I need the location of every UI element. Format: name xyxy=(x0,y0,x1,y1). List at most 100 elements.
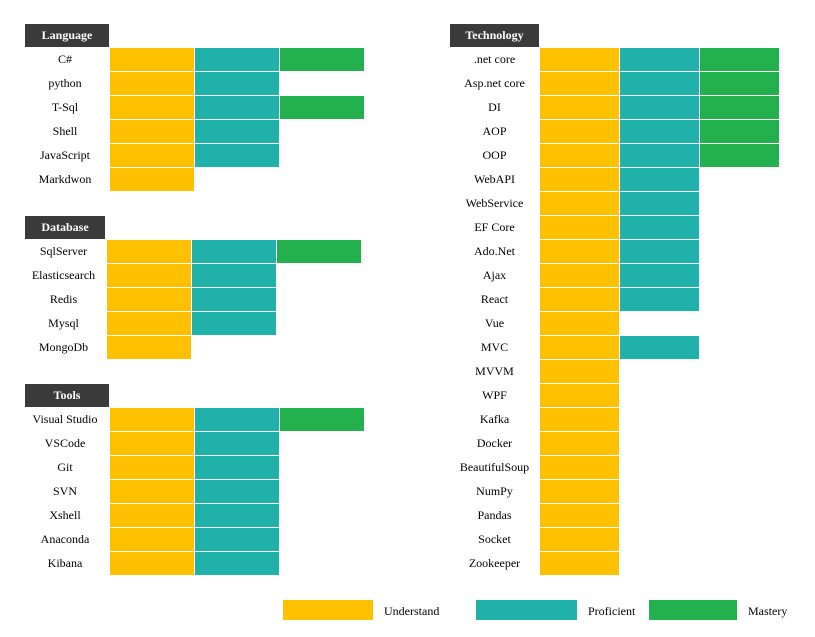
skill-label-net-core: .net core xyxy=(473,52,516,66)
level-bar-understand-webservice xyxy=(540,192,619,215)
skill-label-shell: Shell xyxy=(52,124,78,138)
legend-label-understand: Understand xyxy=(384,604,440,618)
skill-label-elasticsearch: Elasticsearch xyxy=(31,268,96,282)
legend-swatch-mastery xyxy=(649,600,737,620)
level-bar-proficient-ef-core xyxy=(620,216,699,239)
level-bar-mastery-aop xyxy=(700,120,779,143)
skill-label-react: React xyxy=(480,292,509,306)
level-bar-proficient-ajax xyxy=(620,264,699,287)
level-bar-understand-beautifulsoup xyxy=(540,456,619,479)
skill-label-oop: OOP xyxy=(482,148,507,162)
level-bar-understand-numpy xyxy=(540,480,619,503)
level-bar-proficient-visual-studio xyxy=(195,408,279,431)
skill-label-asp-net-core: Asp.net core xyxy=(464,76,525,90)
skill-label-xshell: Xshell xyxy=(49,508,81,522)
legend-label-proficient: Proficient xyxy=(588,604,636,618)
level-bar-mastery-net-core xyxy=(700,48,779,71)
skill-label-numpy: NumPy xyxy=(476,484,513,498)
level-bar-proficient-oop xyxy=(620,144,699,167)
level-bar-understand-socket xyxy=(540,528,619,551)
level-bar-understand-asp-net-core xyxy=(540,72,619,95)
level-bar-proficient-svn xyxy=(195,480,279,503)
skill-label-javascript: JavaScript xyxy=(40,148,90,162)
section-header-database: Database xyxy=(25,216,105,239)
level-bar-proficient-elasticsearch xyxy=(192,264,276,287)
level-bar-understand-sqlserver xyxy=(107,240,191,263)
level-bar-proficient-react xyxy=(620,288,699,311)
level-bar-understand-vscode xyxy=(110,432,194,455)
level-bar-proficient-xshell xyxy=(195,504,279,527)
section-header-language: Language xyxy=(25,24,109,47)
level-bar-proficient-webapi xyxy=(620,168,699,191)
level-bar-proficient-webservice xyxy=(620,192,699,215)
level-bar-understand-ef-core xyxy=(540,216,619,239)
level-bar-understand-di xyxy=(540,96,619,119)
level-bar-proficient-anaconda xyxy=(195,528,279,551)
level-bar-understand-react xyxy=(540,288,619,311)
skill-label-di: DI xyxy=(488,100,501,114)
skill-label-visual-studio: Visual Studio xyxy=(32,412,98,426)
level-bar-proficient-javascript xyxy=(195,144,279,167)
level-bar-proficient-di xyxy=(620,96,699,119)
level-bar-understand-python xyxy=(110,72,194,95)
level-bar-proficient-net-core xyxy=(620,48,699,71)
level-bar-understand-mongodb xyxy=(107,336,191,359)
level-bar-understand-ado-net xyxy=(540,240,619,263)
level-bar-mastery-oop xyxy=(700,144,779,167)
level-bar-proficient-python xyxy=(195,72,279,95)
level-bar-understand-kafka xyxy=(540,408,619,431)
level-bar-understand-aop xyxy=(540,120,619,143)
skill-label-redis: Redis xyxy=(49,292,78,306)
skill-label-t-sql: T-Sql xyxy=(51,100,79,114)
skill-label-webservice: WebService xyxy=(465,196,524,210)
level-bar-proficient-redis xyxy=(192,288,276,311)
level-bar-proficient-git xyxy=(195,456,279,479)
skill-label-svn: SVN xyxy=(52,484,77,498)
section-header-technology: Technology xyxy=(450,24,539,47)
legend-swatch-proficient xyxy=(476,600,577,620)
skill-label-sqlserver: SqlServer xyxy=(39,244,88,258)
level-bar-understand-net-core xyxy=(540,48,619,71)
skill-label-mongodb: MongoDb xyxy=(38,340,89,354)
skill-label-ajax: Ajax xyxy=(482,268,507,282)
level-bar-proficient-asp-net-core xyxy=(620,72,699,95)
level-bar-mastery-di xyxy=(700,96,779,119)
level-bar-understand-ajax xyxy=(540,264,619,287)
level-bar-understand-elasticsearch xyxy=(107,264,191,287)
skill-label-mysql: Mysql xyxy=(48,316,79,330)
level-bar-understand-svn xyxy=(110,480,194,503)
section-header-tools: Tools xyxy=(25,384,109,407)
skill-label-ado-net: Ado.Net xyxy=(474,244,515,258)
level-bar-understand-anaconda xyxy=(110,528,194,551)
skill-label-beautifulsoup: BeautifulSoup xyxy=(459,460,530,474)
level-bar-proficient-mvc xyxy=(620,336,699,359)
level-bar-understand-git xyxy=(110,456,194,479)
skill-label-anaconda: Anaconda xyxy=(40,532,90,546)
skill-label-aop: AOP xyxy=(482,124,507,138)
legend-label-mastery: Mastery xyxy=(748,604,788,618)
skill-label-git: Git xyxy=(57,460,73,474)
level-bar-understand-javascript xyxy=(110,144,194,167)
skill-label-pandas: Pandas xyxy=(477,508,512,522)
level-bar-understand-kibana xyxy=(110,552,194,575)
level-bar-understand-visual-studio xyxy=(110,408,194,431)
skill-label-vscode: VSCode xyxy=(44,436,86,450)
level-bar-proficient-t-sql xyxy=(195,96,279,119)
level-bar-mastery-sqlserver xyxy=(277,240,361,263)
level-bar-proficient-c xyxy=(195,48,279,71)
level-bar-mastery-t-sql xyxy=(280,96,364,119)
skill-label-c: C# xyxy=(57,52,72,66)
level-bar-understand-t-sql xyxy=(110,96,194,119)
skill-label-docker: Docker xyxy=(476,436,513,450)
skill-label-webapi: WebAPI xyxy=(473,172,516,186)
level-bar-mastery-asp-net-core xyxy=(700,72,779,95)
level-bar-understand-xshell xyxy=(110,504,194,527)
skill-label-mvvm: MVVM xyxy=(475,364,514,378)
level-bar-understand-pandas xyxy=(540,504,619,527)
skill-label-wpf: WPF xyxy=(482,388,507,402)
skill-label-markdwon: Markdwon xyxy=(38,172,92,186)
skill-label-ef-core: EF Core xyxy=(474,220,515,234)
skill-label-vue: Vue xyxy=(484,316,505,330)
level-bar-proficient-sqlserver xyxy=(192,240,276,263)
level-bar-understand-mysql xyxy=(107,312,191,335)
